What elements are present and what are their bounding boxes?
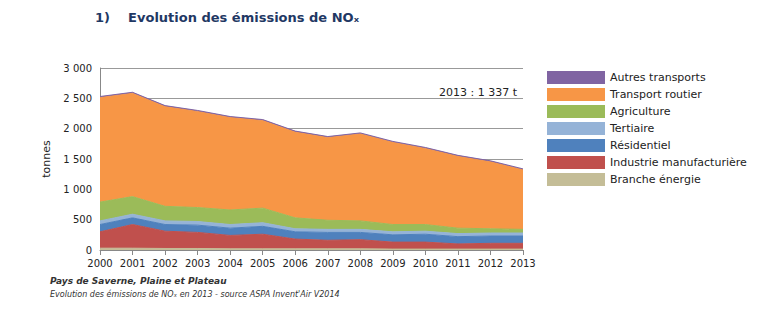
svg-text:2004: 2004 (217, 258, 242, 269)
svg-text:tonnes: tonnes (40, 140, 53, 178)
svg-text:Industrie manufacturière: Industrie manufacturière (610, 156, 747, 169)
svg-text:Evolution des émissions de NOₓ: Evolution des émissions de NOₓ en 2013 -… (50, 289, 340, 299)
svg-text:2007: 2007 (315, 258, 340, 269)
svg-text:Pays de Saverne, Plaine et Pla: Pays de Saverne, Plaine et Plateau (50, 276, 227, 286)
svg-text:2008: 2008 (348, 258, 373, 269)
svg-text:Agriculture: Agriculture (610, 105, 671, 118)
svg-text:0: 0 (86, 245, 92, 256)
svg-text:2009: 2009 (380, 258, 405, 269)
svg-text:2006: 2006 (283, 258, 308, 269)
svg-text:2002: 2002 (152, 258, 177, 269)
svg-text:2001: 2001 (120, 258, 145, 269)
svg-text:2005: 2005 (250, 258, 275, 269)
svg-text:Branche énergie: Branche énergie (610, 173, 701, 186)
svg-text:2013 : 1 337 t: 2013 : 1 337 t (439, 86, 518, 99)
svg-text:2000: 2000 (87, 258, 112, 269)
svg-text:Transport routier: Transport routier (609, 88, 702, 101)
svg-text:2010: 2010 (413, 258, 438, 269)
svg-text:2 500: 2 500 (63, 93, 92, 104)
svg-text:Tertiaire: Tertiaire (609, 122, 655, 135)
svg-text:Résidentiel: Résidentiel (610, 139, 671, 152)
svg-text:Autres transports: Autres transports (610, 71, 706, 84)
svg-text:500: 500 (73, 214, 92, 225)
svg-text:2013: 2013 (510, 258, 535, 269)
svg-text:2012: 2012 (478, 258, 503, 269)
svg-text:2011: 2011 (445, 258, 470, 269)
svg-text:3 000: 3 000 (63, 63, 92, 74)
svg-text:1 000: 1 000 (63, 184, 92, 195)
svg-text:1) Evolution des émissions: 1) Evolution des émissions de NOₓ (95, 10, 360, 25)
svg-text:2003: 2003 (185, 258, 210, 269)
svg-text:2 000: 2 000 (63, 123, 92, 134)
svg-text:1 500: 1 500 (63, 154, 92, 165)
